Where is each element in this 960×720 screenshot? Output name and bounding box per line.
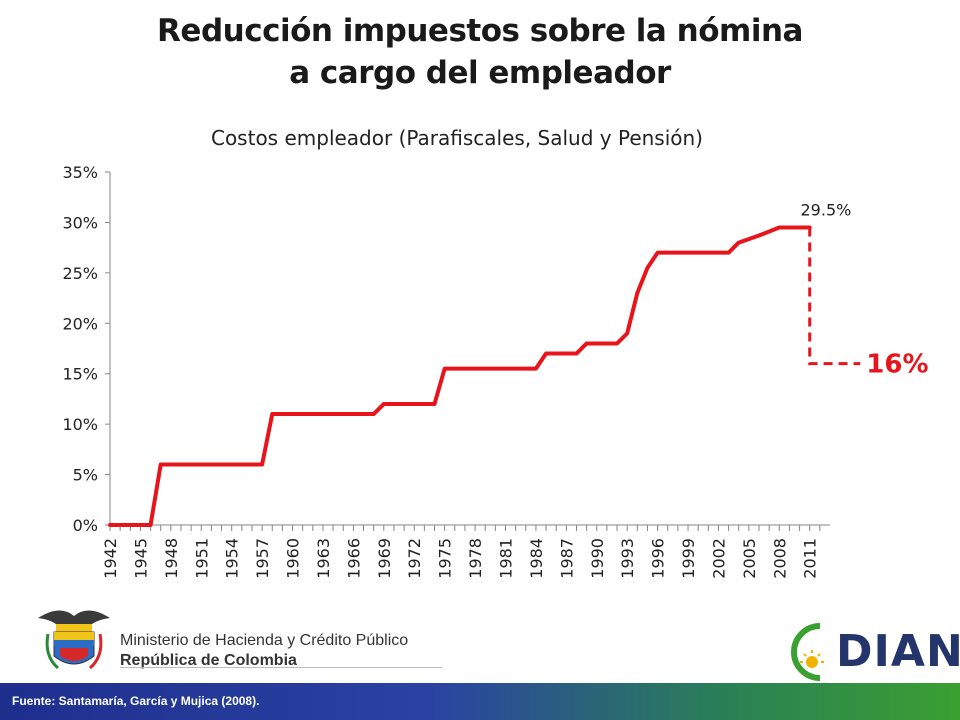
x-tick-label: 1984 — [527, 538, 546, 579]
x-tick-label: 1951 — [192, 538, 211, 579]
x-tick-label: 2011 — [801, 538, 820, 579]
annotation-current-rate: 29.5% — [801, 200, 852, 219]
y-tick-label: 10% — [62, 415, 98, 434]
x-tick-label: 1996 — [649, 538, 668, 579]
y-tick-label: 0% — [73, 516, 98, 535]
dian-wordmark: DIAN — [836, 626, 960, 677]
x-tick-label: 1969 — [375, 538, 394, 579]
footer-bar: Fuente: Santamaría, García y Mujica (200… — [0, 683, 960, 720]
chart-title: Costos empleador (Parafiscales, Salud y … — [210, 126, 703, 150]
ministry-underline — [120, 667, 442, 668]
x-tick-label: 1948 — [162, 538, 181, 579]
line-chart: 0% 5% 10% 15% 20% 25% 30% 35% 1942 1945 1948 1951 19… — [62, 163, 928, 579]
x-tick-label: 1966 — [344, 538, 363, 579]
x-tick-label: 1993 — [618, 538, 637, 579]
x-tick-label: 1975 — [436, 538, 455, 579]
ministry-name: Ministerio de Hacienda y Crédito Público — [120, 632, 409, 649]
y-tick-label: 25% — [62, 264, 98, 283]
source-citation: Fuente: Santamaría, García y Mujica (200… — [12, 694, 260, 708]
x-tick-label: 2005 — [740, 538, 759, 579]
colombia-coat-of-arms-logo — [38, 610, 110, 670]
x-tick-label: 1990 — [588, 538, 607, 579]
x-tick-label: 1963 — [314, 538, 333, 579]
x-tick-label: 1981 — [496, 538, 515, 579]
page-title: Reducción impuestos sobre la nómina a ca… — [0, 10, 960, 94]
ministry-country: República de Colombia — [120, 652, 297, 669]
title-line-2: a cargo del empleador — [289, 55, 671, 91]
y-tick-label: 30% — [62, 213, 98, 232]
series-line — [108, 225, 812, 527]
reduction-dashed-line — [808, 227, 861, 366]
y-tick-label: 5% — [73, 466, 98, 485]
x-tick-label: 1954 — [223, 538, 242, 579]
x-tick-label: 1978 — [466, 538, 485, 579]
dian-logo-icon — [791, 623, 824, 681]
x-tick-label: 1960 — [284, 538, 303, 579]
x-tick-label: 2002 — [709, 538, 728, 579]
y-tick-label: 35% — [62, 163, 98, 182]
x-tick-label: 2008 — [770, 538, 789, 579]
y-tick-label: 20% — [62, 314, 98, 333]
x-tick-label: 1942 — [101, 538, 120, 579]
x-tick-label: 1957 — [253, 538, 272, 579]
annotation-new-rate: 16% — [866, 350, 928, 380]
x-tick-label: 1999 — [679, 538, 698, 579]
y-tick-label: 15% — [62, 365, 98, 384]
x-tick-label: 1987 — [557, 538, 576, 579]
title-line-1: Reducción impuestos sobre la nómina — [157, 13, 803, 49]
x-tick-label: 1945 — [131, 538, 150, 579]
x-tick-label: 1972 — [405, 538, 424, 579]
